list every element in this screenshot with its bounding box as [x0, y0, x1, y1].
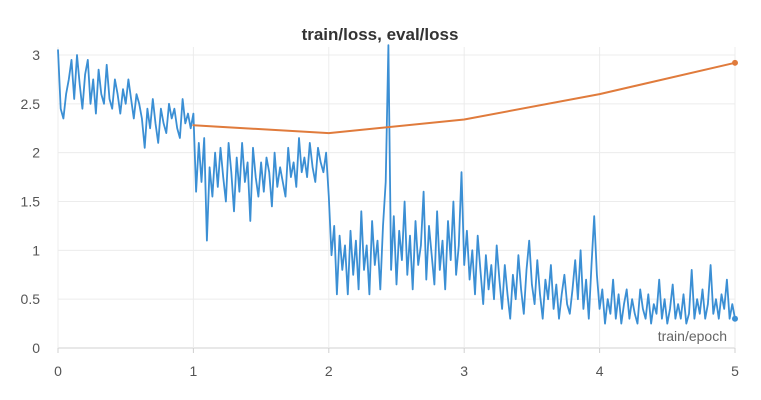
- y-tick-label: 2.5: [21, 96, 41, 112]
- x-axis-ticks: 0 1 2 3 4 5: [54, 348, 739, 379]
- x-tick-label: 4: [596, 363, 604, 379]
- eval-loss-line: [192, 61, 736, 135]
- x-tick-label: 5: [731, 363, 739, 379]
- y-tick-label: 0.5: [21, 291, 41, 307]
- series-lines: [57, 44, 738, 325]
- chart-title: train/loss, eval/loss: [302, 25, 459, 44]
- y-tick-label: 1: [32, 242, 40, 258]
- x-tick-label: 3: [460, 363, 468, 379]
- y-tick-label: 1.5: [21, 194, 41, 210]
- grid-lines: [57, 47, 736, 349]
- y-tick-label: 0: [32, 340, 40, 356]
- x-tick-label: 2: [325, 363, 333, 379]
- y-tick-label: 3: [32, 47, 40, 63]
- x-tick-label: 1: [190, 363, 198, 379]
- x-tick-label: 0: [54, 363, 62, 379]
- train-loss-line: [57, 44, 736, 325]
- eval-loss-endpoint: [732, 59, 738, 66]
- y-axis-ticks: 0 0.5 1 1.5 2 2.5 3: [21, 47, 41, 356]
- train-loss-endpoint: [732, 315, 738, 322]
- y-tick-label: 2: [32, 145, 40, 161]
- x-axis-label: train/epoch: [658, 328, 727, 344]
